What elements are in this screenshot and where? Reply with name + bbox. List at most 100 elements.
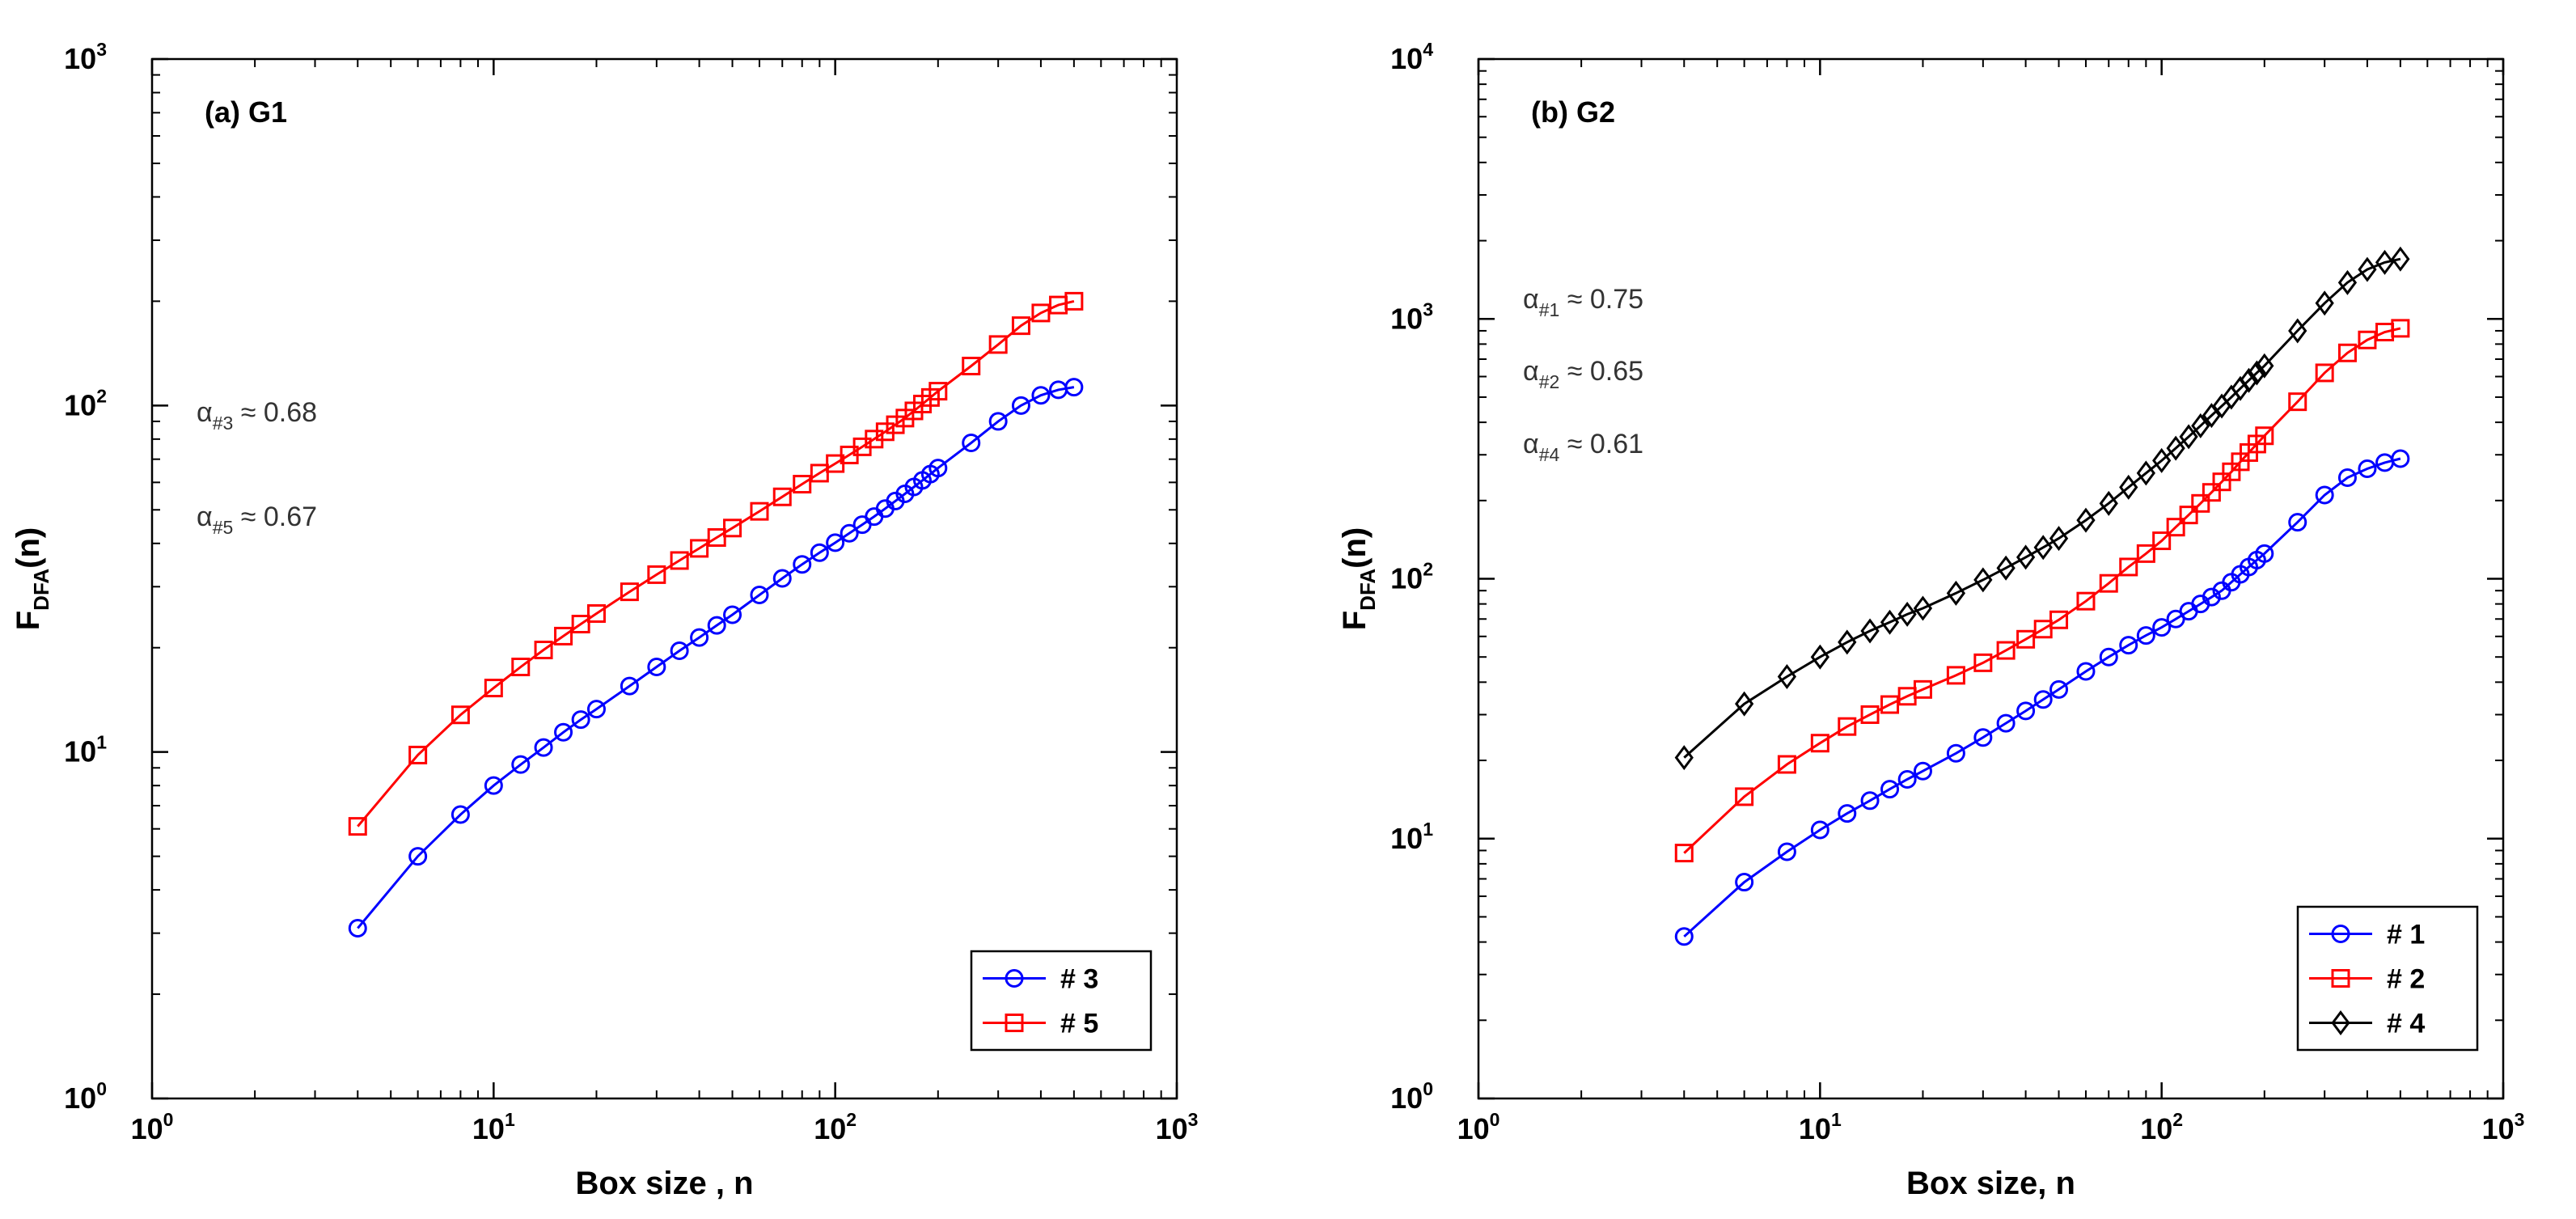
panel-a-data-point <box>723 518 742 538</box>
panel-b-data-point <box>1810 820 1829 840</box>
panel-b-data-point <box>2255 426 2274 446</box>
panel-b-data-point <box>2152 618 2172 637</box>
panel-a-data-point <box>511 658 531 677</box>
panel-b-data-point <box>2179 424 2198 450</box>
panel-b-data-point <box>1913 595 1933 621</box>
panel-b-data-point <box>1777 755 1796 774</box>
panel-b-data-point <box>2033 535 2053 561</box>
panel-a-legend-marker <box>1005 969 1024 988</box>
panel-b-legend-label: # 2 <box>2387 964 2425 995</box>
panel-b-data-point <box>2166 435 2185 461</box>
panel-b-data-point <box>1838 629 1857 655</box>
panel-b-data-point <box>1735 873 1754 892</box>
panel-a-data-point <box>988 412 1008 431</box>
panel-b-y-axis-label: FDFA(n) <box>1337 527 1380 631</box>
panel-b-data-point <box>2358 459 2377 479</box>
panel-a-x-tick-label: 101 <box>472 1109 515 1145</box>
panel-b-series-1 <box>1674 319 2410 863</box>
panel-a-data-point <box>450 705 470 725</box>
panel-b-data-point <box>2358 256 2377 282</box>
panel-b-legend-marker <box>2331 925 2350 943</box>
panel-a-x-tick-label: 103 <box>1156 1109 1199 1145</box>
panel-b-data-point <box>1810 644 1829 670</box>
panel-b-data-point <box>1946 580 1966 606</box>
panel-b-data-point <box>1860 618 1880 644</box>
panel-a-data-point <box>962 434 981 453</box>
panel-a-data-point <box>1031 303 1051 323</box>
panel-b-data-point <box>2049 679 2069 699</box>
panel-a-data-point <box>793 555 812 574</box>
panel-b-data-point <box>2288 392 2307 412</box>
panel-b-data-point <box>1946 743 1965 763</box>
panel-b-data-point <box>1973 728 1993 747</box>
panel-b-data-point <box>2288 318 2307 344</box>
panel-a-data-point <box>647 658 666 677</box>
panel-a-data-point <box>1064 291 1084 311</box>
panel-b-legend-marker <box>2331 969 2350 988</box>
panel-b-data-point <box>1674 745 1694 771</box>
panel-a-data-point <box>586 603 606 623</box>
panel-b-data-point <box>2049 526 2069 552</box>
panel-b-data-point <box>2315 363 2334 383</box>
panel-b-data-point <box>1810 734 1829 753</box>
panel-b-series-0 <box>1674 449 2410 946</box>
panel-a-data-point <box>620 582 639 602</box>
panel-b-series-2 <box>1674 246 2410 771</box>
panel-b-data-point <box>2247 360 2267 386</box>
panel-b-data-point <box>2239 367 2259 393</box>
panel-b-data-point <box>1897 770 1917 789</box>
panel-b-data-point <box>1777 664 1797 690</box>
panel-b-data-point <box>2016 701 2036 721</box>
panel-b-data-point <box>2337 269 2358 295</box>
panel-a-series-0 <box>348 378 1084 938</box>
panel-b-y-tick-label: 103 <box>1390 298 1433 335</box>
panel-b-data-point <box>2136 544 2155 563</box>
panel-a-data-point <box>988 335 1008 354</box>
panel-a-data-point <box>750 585 769 604</box>
panel-b-data-point <box>1913 761 1932 781</box>
panel-a-legend: # 3# 5 <box>970 950 1153 1052</box>
panel-b-data-point <box>1860 791 1880 811</box>
panel-a-data-point <box>723 605 742 624</box>
panel-b-data-point <box>1996 713 2016 733</box>
panel-b-data-point <box>2099 574 2118 593</box>
panel-b-x-axis-label: Box size, n <box>1906 1166 2075 1201</box>
panel-b-title: (b) G2 <box>1531 95 1615 129</box>
panel-b-data-point <box>1996 641 2016 660</box>
panel-b-data-point <box>2016 544 2036 570</box>
panel-a-data-point <box>534 738 553 757</box>
panel-a-data-point <box>586 700 606 719</box>
panel-a-data-point <box>772 569 792 588</box>
panel-b-chart: 100 101 102 103 100 101 102 103 104 Box size, n FD… <box>1337 39 2524 1201</box>
panel-a-data-point <box>810 463 829 483</box>
panel-b-data-point <box>1674 927 1694 946</box>
panel-a-data-point <box>571 710 590 730</box>
panel-a-y-tick-label: 100 <box>64 1078 107 1115</box>
panel-b-data-point <box>2255 544 2274 563</box>
panel-a-series-line <box>357 386 1075 929</box>
panel-b-legend-label: # 1 <box>2387 920 2425 950</box>
panel-a-data-point <box>707 616 726 635</box>
panel-a-x-tick-label: 102 <box>814 1109 857 1145</box>
panel-b-data-point <box>1735 691 1754 717</box>
panel-a-alpha-annotation: α#3 ≈ 0.68 <box>197 397 317 434</box>
panel-a-data-point <box>690 539 709 558</box>
panel-a-y-tick-label: 101 <box>64 732 107 768</box>
panel-b-data-point <box>2136 460 2155 486</box>
panel-b-data-point <box>2076 662 2096 681</box>
panel-b-alpha-annotation: α#2 ≈ 0.65 <box>1523 356 1643 392</box>
panel-a-y-tick-label: 102 <box>64 385 107 421</box>
panel-b-data-point <box>2076 591 2096 611</box>
panel-b-data-point <box>2119 557 2138 577</box>
panel-b-data-point <box>2016 629 2036 649</box>
panel-a-data-point <box>962 357 981 376</box>
panel-a-legend-box <box>970 950 1153 1052</box>
panel-a-legend-label: # 5 <box>1060 1009 1098 1039</box>
panel-b-data-point <box>2315 290 2334 316</box>
panel-b-data-point <box>1880 780 1900 799</box>
panel-b-data-point <box>2152 447 2172 473</box>
panel-a-data-point <box>707 527 726 547</box>
panel-a-data-point <box>647 565 666 584</box>
panel-b-y-tick-label: 101 <box>1390 819 1433 855</box>
